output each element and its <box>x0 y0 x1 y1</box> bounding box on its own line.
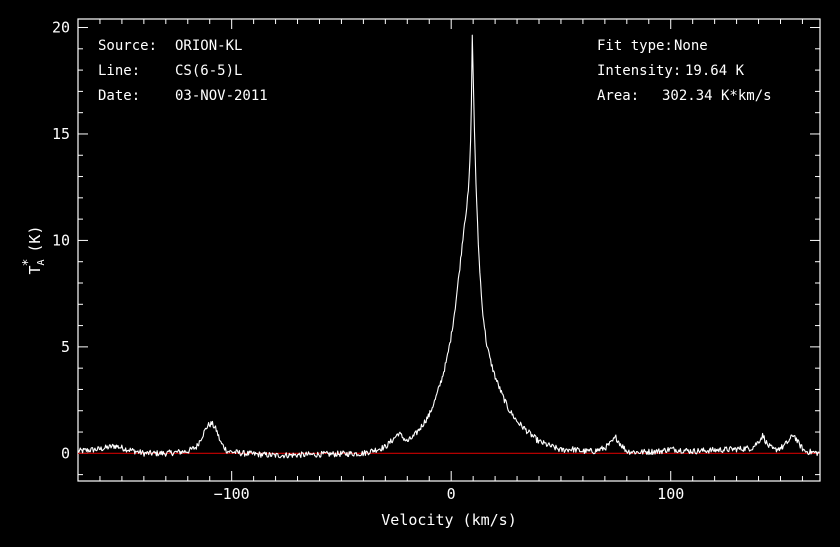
annotation-value: 19.64 K <box>685 63 745 79</box>
annotation-value: CS(6-5)L <box>175 63 242 79</box>
annotations-left: Source: ORION-KL Line: CS(6-5)L Date: 03… <box>98 38 268 104</box>
annotation-key: Fit type: <box>597 38 673 54</box>
annotations-right: Fit type: None Intensity: 19.64 K Area: … <box>597 38 772 104</box>
annotation-key: Source: <box>98 38 157 54</box>
x-tick-label: −100 <box>214 485 250 503</box>
axis-ticks: −100 0 100 0 5 10 15 20 <box>52 19 820 503</box>
y-tick-label: 5 <box>61 338 70 356</box>
annotation-value: 302.34 K*km/s <box>662 88 772 104</box>
y-axis-label-sup: * <box>21 259 36 267</box>
annotation-key: Area: <box>597 88 639 104</box>
y-axis-label-sub: A <box>36 259 47 265</box>
series-line <box>77 34 820 459</box>
x-tick-label: 0 <box>447 485 456 503</box>
annotation-value: None <box>674 38 708 54</box>
annotation-key: Line: <box>98 63 140 79</box>
svg-text:TA*(K): TA* (K) <box>21 226 47 275</box>
series-layer <box>77 34 820 459</box>
x-tick-label: 100 <box>657 485 684 503</box>
y-axis-label: TA* (K) <box>21 226 47 275</box>
annotation-value: 03-NOV-2011 <box>175 88 268 104</box>
plot-frame <box>77 18 821 482</box>
annotation-key: Date: <box>98 88 140 104</box>
y-tick-label: 10 <box>52 231 70 249</box>
x-axis-label: Velocity (km/s) <box>381 511 516 529</box>
annotation-value: ORION-KL <box>175 38 242 54</box>
y-tick-label: 0 <box>61 444 70 462</box>
annotation-key: Intensity: <box>597 63 681 79</box>
y-axis-label-main: T <box>26 265 44 274</box>
y-tick-label: 20 <box>52 19 70 37</box>
y-axis-label-unit: (K) <box>26 226 44 253</box>
y-tick-label: 15 <box>52 125 70 143</box>
